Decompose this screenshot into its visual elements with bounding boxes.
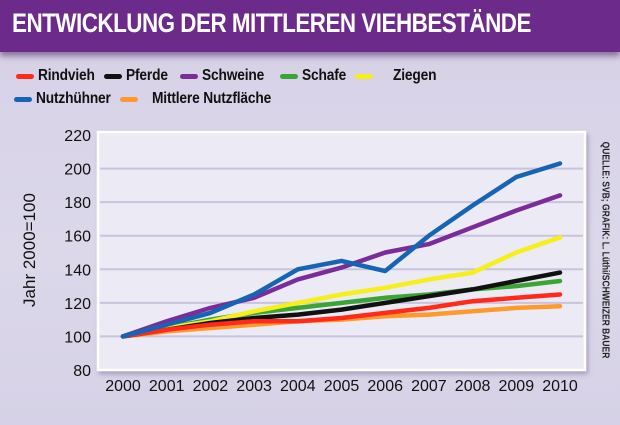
legend-item-pferde: Pferde (104, 66, 175, 86)
legend-label-rindvieh: Rindvieh (38, 67, 95, 84)
x-tick-label: 2003 (236, 378, 272, 395)
x-tick-label: 2001 (149, 378, 185, 395)
y-tick-label: 160 (64, 229, 91, 246)
x-tick-label: 2007 (411, 378, 447, 395)
x-tick-label: 2004 (280, 378, 316, 395)
y-tick-label: 120 (64, 296, 91, 313)
legend-swatch-schweine (180, 73, 198, 79)
series-line-schweine (120, 193, 563, 339)
legend-item-rindvieh: Rindvieh (16, 66, 104, 86)
legend-item-mittlere-nutzflaeche: Mittlere Nutzfläche (120, 89, 290, 109)
legend-swatch-pferde (104, 73, 122, 79)
title-bar: ENTWICKLUNG DER MITTLEREN VIEHBESTÄNDE (0, 0, 620, 52)
legend-swatch-schafe (280, 73, 298, 79)
x-tick-label: 2002 (193, 378, 229, 395)
y-tick-label: 80 (73, 363, 91, 380)
legend-item-nutzhuehner: Nutzhühner (14, 89, 123, 109)
legend-label-schafe: Schafe (302, 67, 347, 84)
y-tick-label: 180 (64, 195, 91, 212)
legend-swatch-mittlere-nutzflaeche (120, 96, 138, 102)
legend-item-schafe: Schafe (280, 66, 353, 86)
x-tick-label: 2005 (324, 378, 360, 395)
legend-label-schweine: Schweine (202, 67, 265, 84)
x-tick-label: 2009 (499, 378, 535, 395)
series-line-nutzh-hner (120, 161, 563, 339)
y-tick-label: 220 (64, 128, 91, 145)
chart-title: ENTWICKLUNG DER MITTLEREN VIEHBESTÄNDE (12, 8, 531, 38)
y-tick-label: 100 (64, 329, 91, 346)
series-line-rindvieh (120, 292, 563, 339)
legend: Rindvieh Pferde Schweine Schafe Ziegen N… (0, 66, 620, 116)
x-tick-label: 2000 (105, 378, 141, 395)
legend-item-schweine: Schweine (180, 66, 274, 86)
x-tick-label: 2010 (542, 378, 578, 395)
legend-swatch-nutzhuehner (14, 96, 32, 102)
legend-label-pferde: Pferde (126, 67, 168, 84)
legend-label-mittlere-nutzflaeche: Mittlere Nutzfläche (152, 90, 272, 107)
y-tick-label: 200 (64, 162, 91, 179)
legend-label-nutzhuehner: Nutzhühner (36, 90, 111, 107)
x-axis-ticks: 2000 2001 2002 2003 2004 2005 2006 2007 2008 2009… (105, 378, 578, 395)
legend-label-ziegen: Ziegen (393, 67, 437, 84)
legend-item-ziegen: Ziegen (355, 66, 443, 86)
x-tick-label: 2008 (455, 378, 491, 395)
y-axis-ticks: 80 100 120 140 160 180 200 220 (64, 128, 91, 380)
series-lines (120, 161, 563, 339)
y-tick-label: 140 (64, 262, 91, 279)
x-tick-label: 2006 (367, 378, 403, 395)
legend-swatch-rindvieh (16, 73, 34, 79)
legend-swatch-ziegen (355, 73, 373, 79)
